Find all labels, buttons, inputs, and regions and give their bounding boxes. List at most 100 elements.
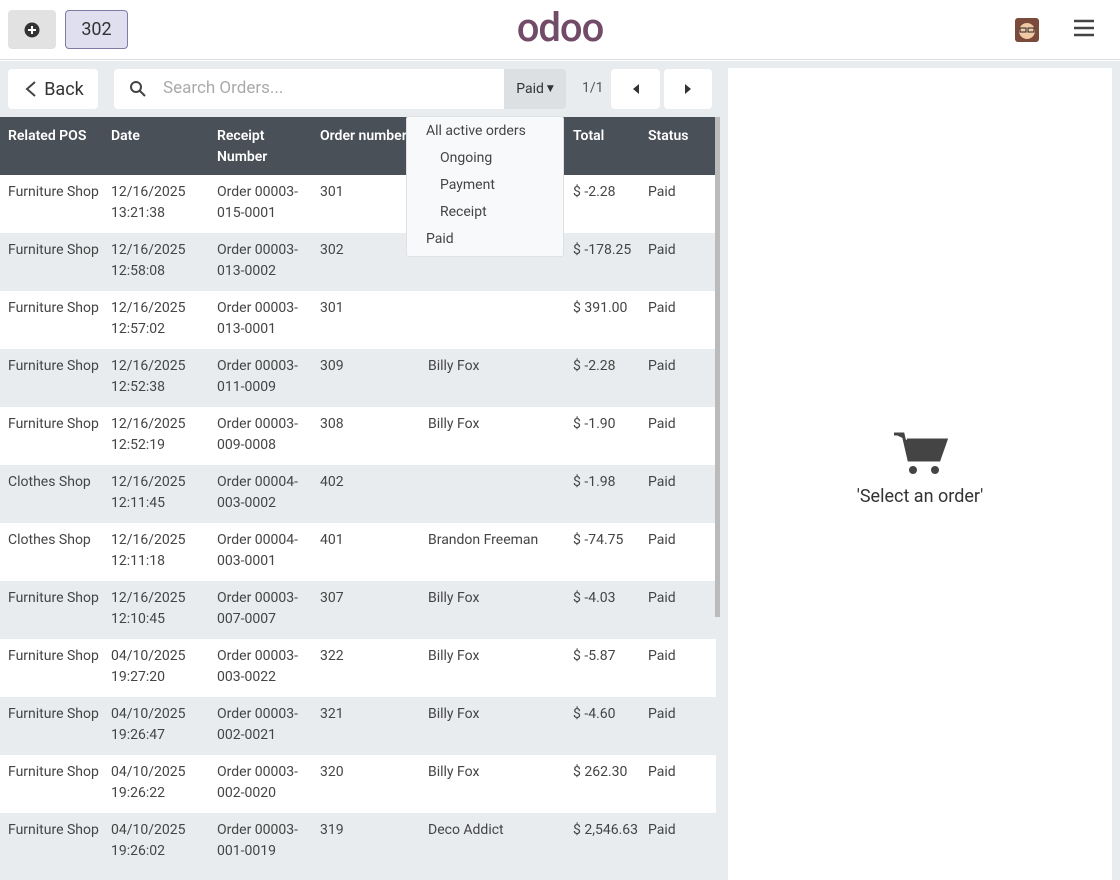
filter-option[interactable]: Paid [426,231,454,247]
column-header: Order number [312,117,420,175]
cell: Paid [640,349,716,407]
cell [420,291,565,349]
cell: 302 [312,233,420,291]
cell: Order 00003-009-0008 [209,407,312,465]
cell: 12/16/2025 12:11:18 [103,523,209,581]
cell: Furniture Shop [0,697,103,755]
header-row: Related POS Date Receipt Number Order numbe… [0,117,716,175]
pager: 1/1 [582,80,604,96]
cell: $ -2.28 [565,175,640,233]
cell: Paid [640,175,716,233]
search-box[interactable]: Search Orders... [114,69,504,109]
logo-text: odoo [516,4,605,51]
cell: Deco Addict [420,813,565,871]
order-tab[interactable]: 302 [65,10,128,49]
new-order-button[interactable] [8,10,56,49]
cell: 401 [312,523,420,581]
cell: Order 00003-013-0001 [209,291,312,349]
cell: $ -4.03 [565,581,640,639]
cell: 12/16/2025 12:10:45 [103,581,209,639]
order-row[interactable]: Furniture Shop 04/10/2025 19:26:02 Order 0… [0,813,716,871]
filter-option[interactable]: All active orders [426,123,526,139]
next-icon [685,84,691,94]
table-wrap: Related POS Date Receipt Number Order numbe… [0,117,716,871]
cell: 321 [312,697,420,755]
order-row[interactable]: Furniture Shop 12/16/2025 12:57:02 Order 0… [0,291,716,349]
cell: Furniture Shop [0,233,103,291]
order-row[interactable]: Furniture Shop 12/16/2025 12:58:08 Order 0… [0,233,716,291]
order-row[interactable]: Clothes Shop 12/16/2025 12:11:45 Order 000… [0,465,716,523]
cell: Order 00003-007-0007 [209,581,312,639]
cell: 307 [312,581,420,639]
cell: 322 [312,639,420,697]
cell: Order 00003-002-0020 [209,755,312,813]
cell: Furniture Shop [0,581,103,639]
scrollbar [715,117,720,617]
column-header: Status [640,117,716,175]
cell: Paid [640,291,716,349]
filter-option[interactable]: Payment [440,177,495,193]
cell: Billy Fox [420,639,565,697]
menu-icon[interactable] [1074,19,1094,37]
cell: 12/16/2025 12:52:19 [103,407,209,465]
cell: $ -5.87 [565,639,640,697]
cell: Brandon Freeman [420,523,565,581]
order-row[interactable]: Clothes Shop 12/16/2025 12:11:18 Order 000… [0,523,716,581]
cell: Billy Fox [420,755,565,813]
cell: Clothes Shop [0,523,103,581]
cell: $ -2.28 [565,349,640,407]
order-detail: 'Select an order' [728,68,1112,880]
cell: Furniture Shop [0,175,103,233]
cell: Paid [640,465,716,523]
plus-icon [24,22,40,37]
cell: 04/10/2025 19:26:02 [103,813,209,871]
cell: 12/16/2025 12:11:45 [103,465,209,523]
cell: Paid [640,407,716,465]
cell: Furniture Shop [0,813,103,871]
cell: 301 [312,175,420,233]
cell: 12/16/2025 12:57:02 [103,291,209,349]
order-row[interactable]: Furniture Shop 12/16/2025 12:52:38 Order 0… [0,349,716,407]
cell: 319 [312,813,420,871]
cell: Paid [640,523,716,581]
empty-message: 'Select an order' [856,486,984,507]
cell: 04/10/2025 19:26:47 [103,697,209,755]
cell: Paid [640,813,716,871]
cell: Clothes Shop [0,465,103,523]
filter-dropdown[interactable]: Paid ▼ [504,69,566,109]
cell: Order 00004-003-0001 [209,523,312,581]
order-row[interactable]: Furniture Shop 12/16/2025 13:21:38 Order 0… [0,175,716,233]
cart-icon [894,432,948,474]
caret: ▼ [546,84,554,94]
search-icon [130,81,146,97]
prev-page[interactable] [611,69,660,109]
cell: Furniture Shop [0,291,103,349]
back-icon [25,81,36,97]
order-row[interactable]: Furniture Shop 04/10/2025 19:26:22 Order 0… [0,755,716,813]
cell: 12/16/2025 12:58:08 [103,233,209,291]
cell: Billy Fox [420,407,565,465]
order-row[interactable]: Furniture Shop 12/16/2025 12:52:19 Order 0… [0,407,716,465]
order-list-panel: Back Search Orders... Paid ▼ 1/1 Related … [0,61,720,880]
order-row[interactable]: Furniture Shop 04/10/2025 19:27:20 Order 0… [0,639,716,697]
filter-option[interactable]: Ongoing [440,150,493,166]
column-header: Related POS [0,117,103,175]
cell: 04/10/2025 19:26:22 [103,755,209,813]
cell: $ 391.00 [565,291,640,349]
order-row[interactable]: Furniture Shop 04/10/2025 19:26:47 Order 0… [0,697,716,755]
next-page[interactable] [664,69,712,109]
logo: odoo [510,6,610,50]
order-row[interactable]: Furniture Shop 12/16/2025 12:10:45 Order 0… [0,581,716,639]
cell: Billy Fox [420,581,565,639]
cell [420,465,565,523]
cell: 301 [312,291,420,349]
back-button[interactable]: Back [8,69,98,109]
filter-option[interactable]: Receipt [440,204,487,220]
cell: Order 00003-003-0022 [209,639,312,697]
avatar[interactable] [1015,18,1039,42]
cell: $ -178.25 [565,233,640,291]
cell: Order 00003-015-0001 [209,175,312,233]
cell: Paid [640,639,716,697]
cell: 12/16/2025 13:21:38 [103,175,209,233]
